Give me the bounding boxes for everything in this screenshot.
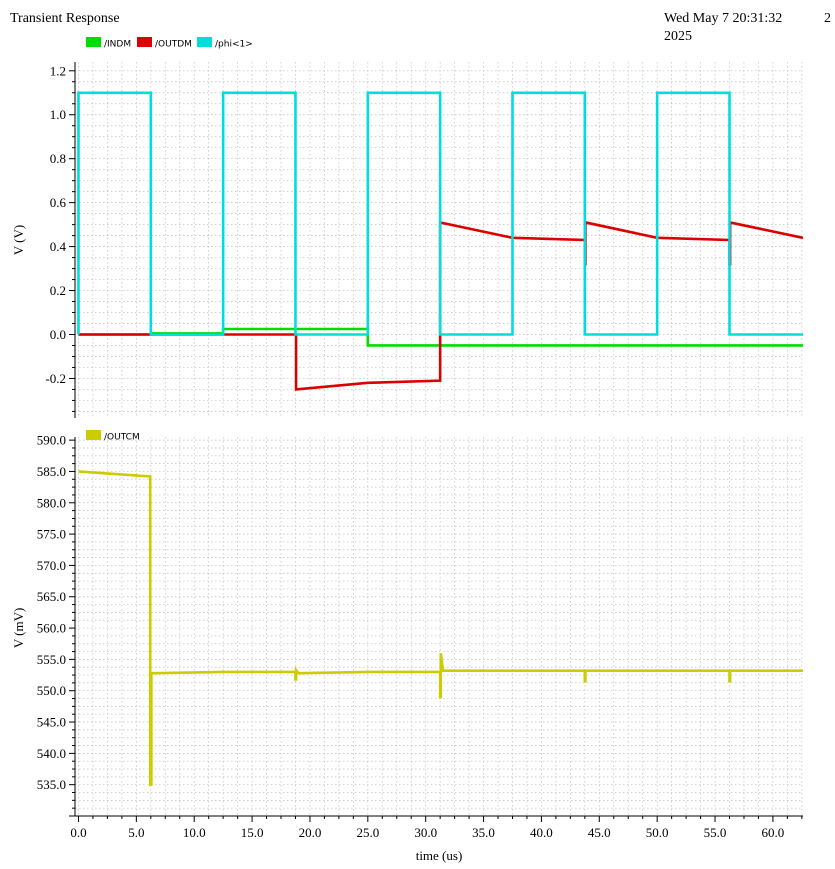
corner-text: 2	[824, 11, 831, 26]
x-tick-label: 40.0	[530, 825, 553, 840]
y-axis-label: V (mV)	[11, 608, 26, 649]
legend-swatch	[137, 37, 152, 47]
x-tick-label: 15.0	[241, 825, 264, 840]
y-tick-label: 1.0	[50, 107, 66, 122]
legend-label: /OUTCM	[104, 433, 140, 443]
x-tick-label: 35.0	[472, 825, 495, 840]
y-tick-label: 590.0	[37, 433, 66, 448]
y-tick-label: 585.0	[37, 464, 66, 479]
x-tick-label: 30.0	[414, 825, 437, 840]
x-tick-label: 0.0	[70, 825, 86, 840]
x-tick-label: 55.0	[704, 825, 727, 840]
y-tick-label: 540.0	[37, 746, 66, 761]
x-tick-label: 45.0	[588, 825, 611, 840]
y-tick-label: 575.0	[37, 527, 66, 542]
y-tick-label: 0.6	[50, 195, 67, 210]
y-tick-label: 0.4	[50, 239, 67, 254]
y-tick-label: 550.0	[37, 683, 66, 698]
x-tick-label: 20.0	[299, 825, 322, 840]
y-tick-label: 0.2	[50, 283, 66, 298]
y-tick-label: 1.2	[50, 63, 66, 78]
y-tick-label: -0.2	[45, 371, 66, 386]
series-line-outcm	[78, 470, 803, 786]
legend-label: /phi<1>	[215, 40, 253, 50]
x-axis-label: time (us)	[416, 848, 463, 863]
legend-swatch	[86, 430, 101, 440]
y-axis-label: V (V)	[11, 225, 26, 255]
x-tick-label: 25.0	[356, 825, 379, 840]
x-tick-label: 5.0	[128, 825, 144, 840]
x-tick-label: 60.0	[762, 825, 785, 840]
y-tick-label: 535.0	[37, 777, 66, 792]
common-mode-panel: 535.0 540.0 545.0 550.0 555.0 560.0 565.0 570.0…	[11, 430, 803, 863]
y-tick-label: 555.0	[37, 652, 66, 667]
x-tick-label: 50.0	[646, 825, 669, 840]
legend-swatch	[86, 37, 101, 47]
y-tick-label: 565.0	[37, 589, 66, 604]
y-tick-label: 570.0	[37, 558, 66, 573]
y-tick-label: 580.0	[37, 495, 66, 510]
series-line-phi1	[77, 91, 803, 336]
y-tick-label: 560.0	[37, 621, 66, 636]
datetime-line-1: Wed May 7 20:31:32	[664, 11, 782, 26]
y-tick-label: 545.0	[37, 715, 66, 730]
x-tick-label: 10.0	[183, 825, 206, 840]
datetime-line-2: 2025	[664, 29, 692, 44]
legend-swatch	[197, 37, 212, 47]
legend-label: /INDM	[104, 40, 131, 50]
chart-title: Transient Response	[10, 11, 120, 26]
y-tick-label: 0.8	[50, 151, 66, 166]
voltage-panel: -0.2 0.0 0.2 0.4 0.6 0.8 1.0 1.2 V (V) /INDM/OUTD…	[11, 37, 803, 418]
legend-label: /OUTDM	[155, 40, 192, 50]
y-tick-label: 0.0	[50, 327, 66, 342]
